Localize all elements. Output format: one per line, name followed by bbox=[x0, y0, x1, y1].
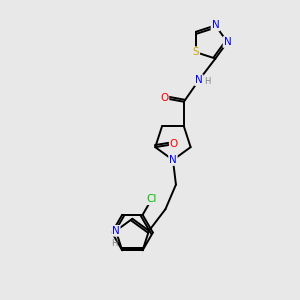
Text: O: O bbox=[160, 93, 169, 103]
Text: N: N bbox=[195, 75, 203, 85]
Text: O: O bbox=[170, 139, 178, 149]
Text: S: S bbox=[193, 47, 199, 57]
Text: N: N bbox=[224, 37, 231, 47]
Text: Cl: Cl bbox=[146, 194, 157, 204]
Text: N: N bbox=[212, 20, 219, 31]
Text: N: N bbox=[169, 155, 177, 165]
Text: H: H bbox=[111, 239, 118, 248]
Text: H: H bbox=[205, 77, 211, 86]
Text: N: N bbox=[112, 226, 120, 236]
